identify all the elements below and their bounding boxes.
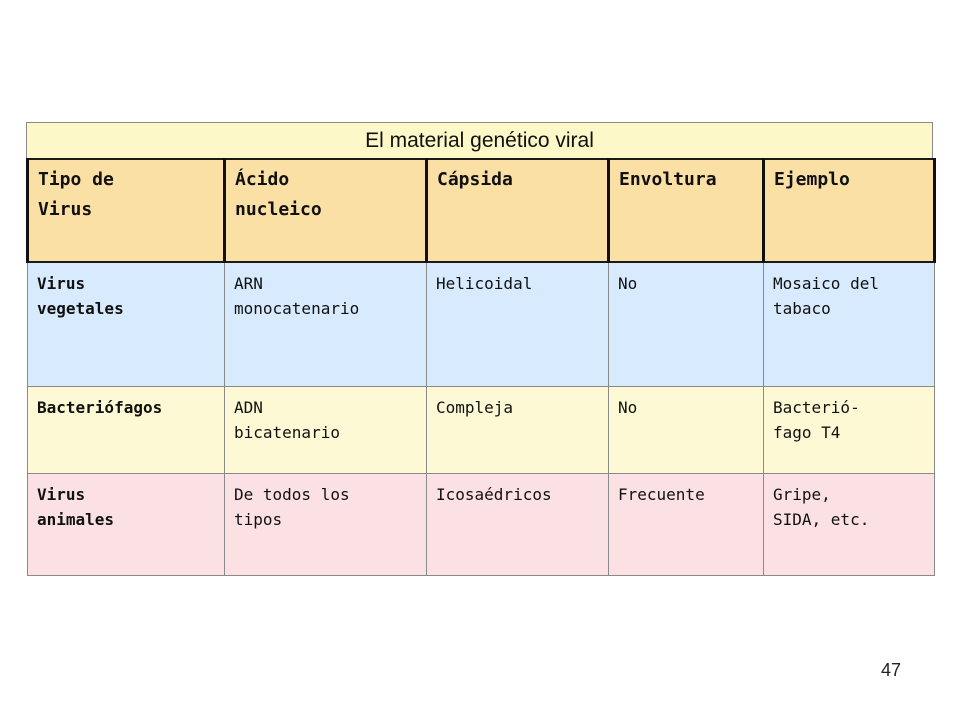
cell-capsida: Icosaédricos: [426, 472, 609, 576]
table-row-virus-animales: Virus animales De todos los tipos Icosaé…: [27, 472, 935, 576]
cell-envoltura: Frecuente: [608, 472, 764, 576]
cell-tipo: Bacteriófagos: [27, 385, 225, 474]
cell-tipo: Virus animales: [27, 472, 225, 576]
cell-tipo: Virus vegetales: [27, 261, 225, 387]
header-capsida: Cápsida: [425, 158, 610, 263]
cell-acido-nucleico: ARN monocatenario: [224, 261, 427, 387]
viral-genetic-material-table: Tipo de Virus Ácido nucleico Cápsida Env…: [26, 158, 936, 576]
cell-capsida: Compleja: [426, 385, 609, 474]
cell-acido-nucleico: De todos los tipos: [224, 472, 427, 576]
header-ejemplo: Ejemplo: [762, 158, 936, 263]
cell-ejemplo: Gripe, SIDA, etc.: [763, 472, 935, 576]
cell-acido-nucleico: ADN bicatenario: [224, 385, 427, 474]
table-title: El material genético viral: [26, 122, 933, 159]
cell-ejemplo: Mosaico del tabaco: [763, 261, 935, 387]
table-row-bacteriofagos: Bacteriófagos ADN bicatenario Compleja N…: [27, 385, 935, 474]
table-row-virus-vegetales: Virus vegetales ARN monocatenario Helico…: [27, 261, 935, 387]
page-number: 47: [880, 660, 902, 680]
cell-ejemplo: Bacterió- fago T4: [763, 385, 935, 474]
header-acido-nucleico: Ácido nucleico: [223, 158, 428, 263]
table-header-row: Tipo de Virus Ácido nucleico Cápsida Env…: [26, 158, 936, 263]
header-envoltura: Envoltura: [607, 158, 765, 263]
header-tipo-de-virus: Tipo de Virus: [26, 158, 226, 263]
cell-envoltura: No: [608, 261, 764, 387]
cell-envoltura: No: [608, 385, 764, 474]
cell-capsida: Helicoidal: [426, 261, 609, 387]
